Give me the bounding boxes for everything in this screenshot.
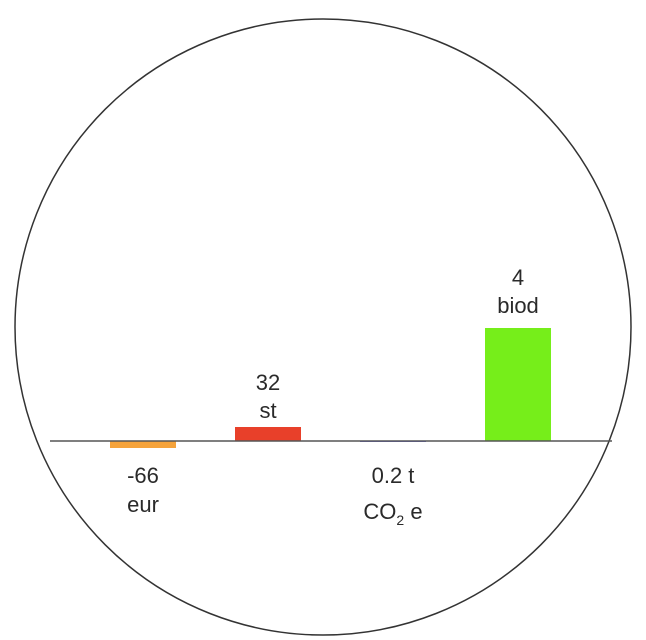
bar-0 xyxy=(110,441,176,448)
co2-subscript: 2 xyxy=(396,512,404,528)
co2-tail: e xyxy=(404,499,422,524)
bar-label-unit-biod: biod xyxy=(497,293,539,318)
bar-label-value-biod: 4 xyxy=(512,265,524,290)
bar-label-unit-st: st xyxy=(259,398,276,423)
bars-group xyxy=(110,328,551,448)
co2-main: CO xyxy=(363,499,396,524)
circle-frame xyxy=(14,18,632,636)
bar-3 xyxy=(485,328,551,441)
bar-label-value-co2: 0.2 t xyxy=(372,463,415,488)
bar-label-unit-co2: CO2 e xyxy=(363,499,422,528)
bar-label-value-st: 32 xyxy=(256,370,280,395)
bar-label-unit-eur: eur xyxy=(127,492,159,517)
bar-1 xyxy=(235,427,301,441)
bar-label-value-eur: -66 xyxy=(127,463,159,488)
